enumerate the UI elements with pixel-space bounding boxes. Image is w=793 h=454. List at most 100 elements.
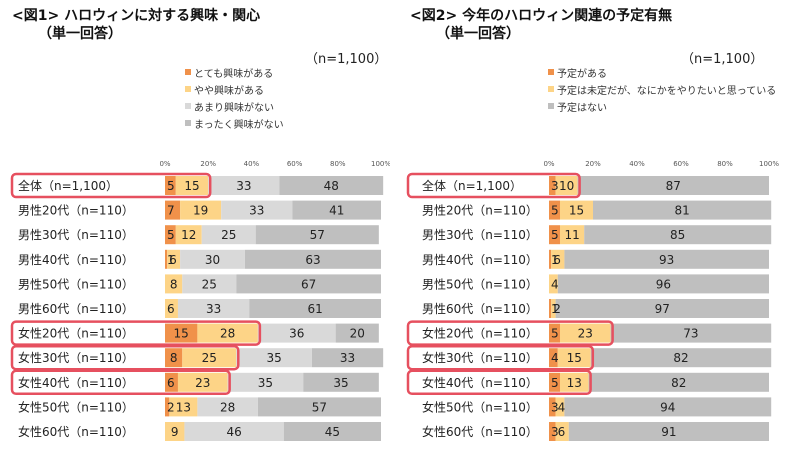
bar-segment	[560, 323, 611, 343]
bar-segment	[279, 176, 384, 195]
data-label: 2	[553, 302, 561, 316]
bar-segment	[549, 299, 552, 318]
category-label: 男性30代（n=110）	[18, 228, 134, 242]
data-label: 6	[169, 253, 177, 267]
bar-segment	[557, 274, 769, 294]
bar-segment	[584, 225, 772, 245]
bar-segment	[551, 249, 565, 269]
bar-segment	[557, 348, 591, 368]
bar-segment	[165, 225, 176, 245]
bar-segment	[165, 422, 185, 441]
category-label: 女性30代（n=110）	[422, 350, 538, 365]
data-label: 96	[656, 277, 671, 291]
bar-segment	[593, 200, 772, 220]
legend-label: 予定は未定だが、なにかをやりたいと思っている	[557, 86, 777, 97]
data-label: 8	[170, 277, 178, 291]
legend-label: 予定がある	[557, 69, 607, 80]
x-tick-label: 100%	[371, 160, 390, 168]
bar-segment	[249, 299, 381, 318]
x-tick-label: 20%	[200, 160, 216, 168]
bar-segment	[165, 348, 183, 368]
category-label: 女性30代（n=110）	[18, 350, 134, 365]
highlight-box	[10, 344, 240, 371]
category-label: 男性50代（n=110）	[422, 277, 538, 291]
data-label: 11	[564, 228, 579, 242]
data-label: 25	[202, 351, 217, 365]
bar-segment	[549, 249, 552, 269]
data-label: 3	[551, 425, 559, 439]
legend-swatch	[548, 69, 554, 75]
x-tick-label: 80%	[717, 160, 733, 168]
category-label: 全体（n=1,100）	[422, 178, 522, 193]
category-label: 男性50代（n=110）	[18, 277, 134, 291]
data-label: 28	[220, 327, 235, 341]
bar-segment	[549, 397, 556, 417]
bar-segment	[177, 299, 250, 318]
bar-segment	[244, 249, 381, 269]
data-label: 6	[553, 253, 561, 267]
data-label: 94	[660, 400, 675, 414]
data-label: 57	[312, 400, 327, 414]
data-label: 15	[567, 351, 582, 365]
data-label: 13	[176, 400, 191, 414]
bar-segment	[610, 323, 772, 343]
data-label: 20	[350, 327, 365, 341]
x-tick-label: 60%	[287, 160, 303, 168]
bar-segment	[303, 372, 379, 392]
x-tick-label: 100%	[759, 160, 779, 168]
legend-label: とても興味がある	[194, 69, 274, 80]
bar-segment	[257, 397, 381, 417]
bar-segment	[335, 323, 379, 343]
data-label: 35	[333, 376, 348, 390]
bar-segment	[165, 397, 170, 417]
bar-segment	[167, 249, 181, 269]
data-label: 4	[551, 351, 559, 365]
bar-segment	[292, 200, 381, 220]
category-label: 男性40代（n=110）	[422, 253, 538, 267]
stacked-bar-chart: 0% 20% 40% 60% 80% 100%全体（n=1,100） 5 15 33 48男性20…	[10, 160, 390, 441]
bar-segment	[560, 225, 585, 245]
bar-segment	[208, 176, 280, 195]
data-label: 2	[167, 400, 175, 414]
data-label: 13	[567, 376, 582, 390]
bar-segment	[549, 274, 558, 294]
bar-segment	[560, 372, 589, 392]
data-label: 15	[174, 327, 189, 341]
data-label: 48	[324, 179, 339, 193]
category-label: 女性60代（n=110）	[422, 424, 538, 439]
category-label: 男性20代（n=110）	[18, 204, 134, 218]
bar-segment	[549, 200, 560, 220]
bar-segment	[221, 200, 293, 220]
bar-segment	[165, 200, 181, 220]
highlight-box	[406, 344, 595, 371]
bar-segment	[182, 348, 237, 368]
highlight-box	[406, 172, 581, 199]
bar-segment	[236, 348, 312, 368]
data-label: 10	[559, 179, 574, 193]
bar-segment	[549, 422, 556, 441]
data-label: 8	[170, 351, 178, 365]
bar-segment	[165, 323, 198, 343]
bar-segment	[555, 176, 578, 195]
bar-segment	[197, 397, 258, 417]
bar-segment	[236, 274, 381, 294]
category-label: 男性20代（n=110）	[422, 204, 538, 218]
data-label: 6	[167, 376, 175, 390]
legend-label: 予定はない	[557, 103, 607, 114]
chart-subtitle: （単一回答）	[436, 26, 520, 42]
legend-swatch	[185, 69, 191, 75]
data-label: 33	[206, 302, 221, 316]
stacked-bar-chart: 0% 20% 40% 60% 80% 100%全体（n=1,100） 3 10 87男性20代（…	[406, 160, 779, 441]
chart-panel-interest: <図1> ハロウィンに対する興味・関心 （単一回答） （n=1,100） とても…	[0, 0, 390, 454]
legend-label: あまり興味がない	[194, 103, 274, 114]
data-label: 45	[325, 425, 340, 439]
data-label: 6	[167, 302, 175, 316]
data-label: 5	[551, 204, 559, 218]
legend-swatch	[185, 103, 191, 109]
data-label: 85	[670, 228, 685, 242]
bar-segment	[551, 299, 556, 318]
category-label: 男性60代（n=110）	[422, 302, 538, 316]
data-label: 5	[167, 179, 175, 193]
bar-segment	[169, 397, 198, 417]
bar-segment	[549, 348, 558, 368]
